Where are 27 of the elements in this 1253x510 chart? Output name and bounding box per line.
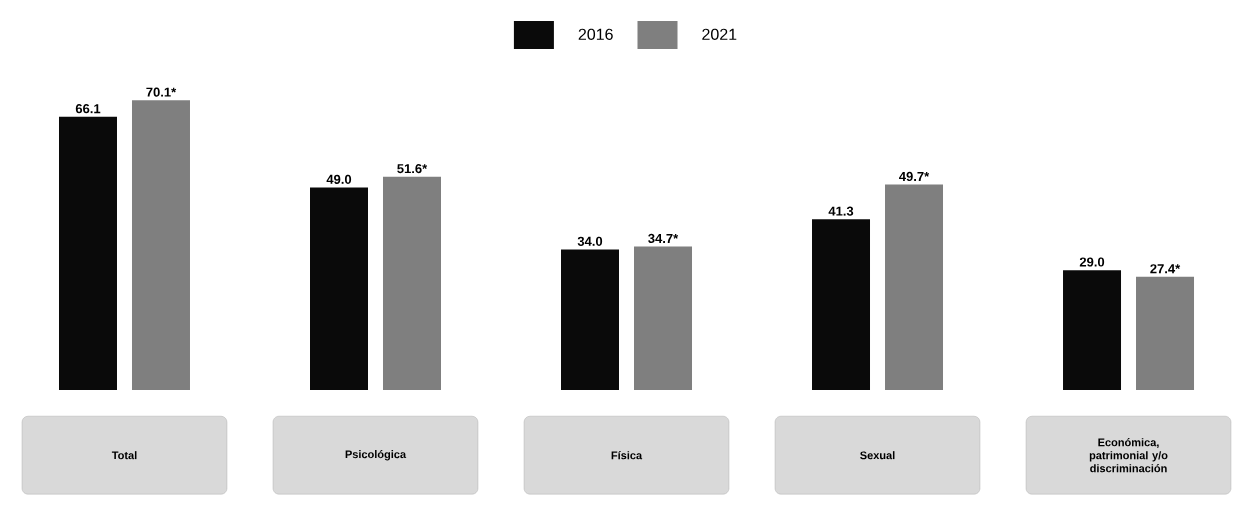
data-label: 41.3 [828, 206, 854, 216]
x-tick-label: Sexual [860, 451, 895, 460]
data-label: 51.6* [397, 163, 428, 174]
bar [885, 184, 944, 390]
data-label: 66.1 [75, 104, 101, 114]
bar [383, 176, 441, 390]
data-label: 49.0 [326, 174, 352, 184]
legend-label: 2021 [702, 28, 737, 40]
data-label: 70.1* [146, 87, 177, 97]
x-tick-label: Económica, patrimonial y/o discriminación [1089, 438, 1168, 473]
data-label: 49.7* [899, 171, 930, 182]
bar [310, 187, 368, 390]
bar [561, 249, 619, 390]
bar [1063, 270, 1122, 390]
bar [132, 100, 190, 390]
data-label: 27.4* [1150, 264, 1181, 274]
data-label: 34.7* [648, 233, 679, 244]
bar [634, 246, 693, 390]
data-label: 34.0 [577, 236, 603, 246]
bar [1136, 276, 1195, 390]
data-label: 29.0 [1079, 257, 1105, 267]
legend-label: 2016 [578, 28, 613, 40]
bar [59, 116, 117, 390]
x-tick-label: Física [611, 451, 643, 460]
x-tick-label: Total [111, 451, 137, 460]
bar [812, 219, 871, 390]
x-tick-label: Psicológica [345, 449, 407, 461]
